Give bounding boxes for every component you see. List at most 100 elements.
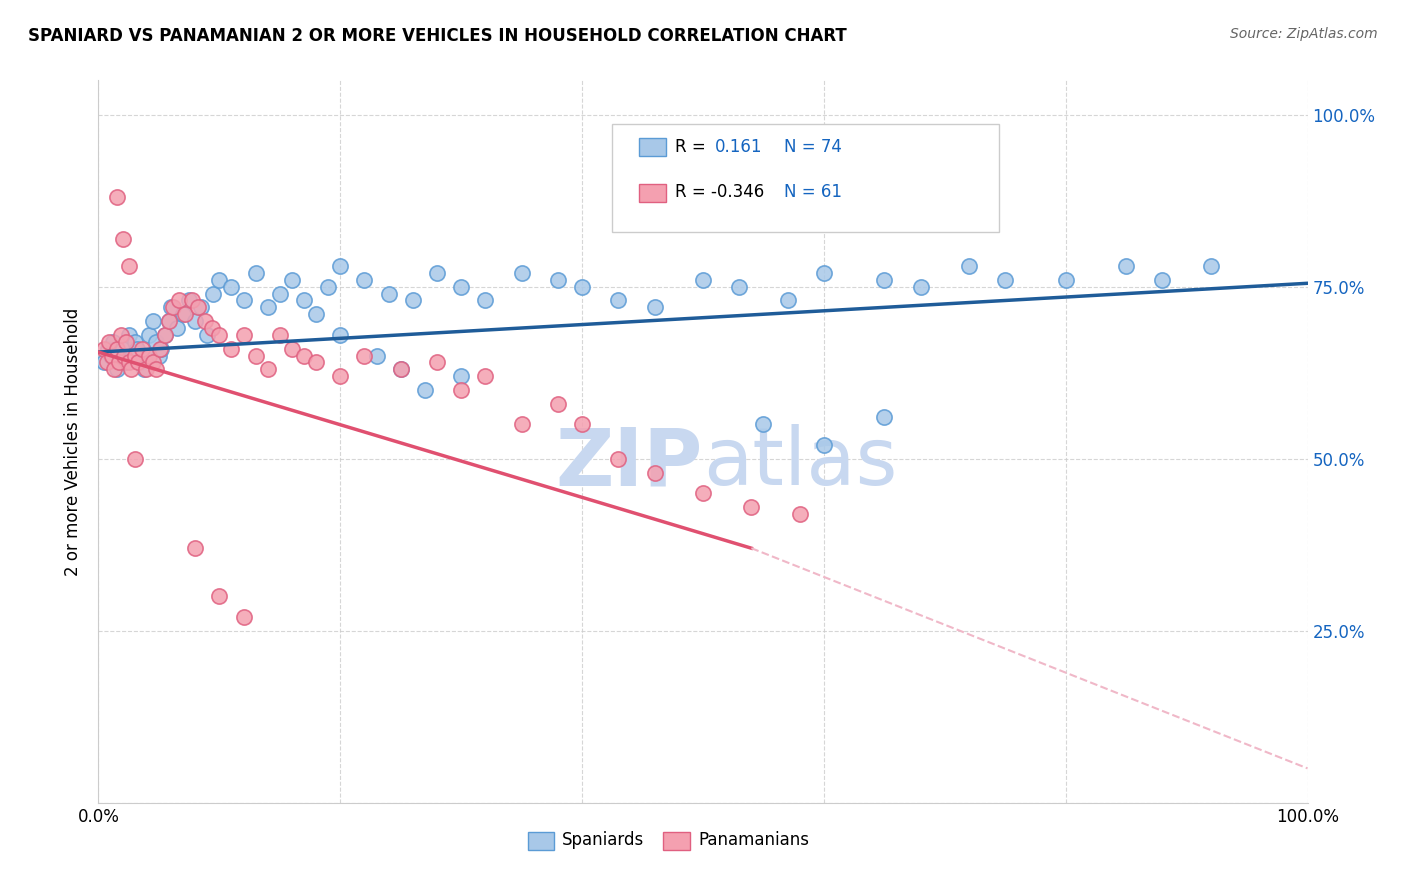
Point bbox=[187, 301, 209, 315]
Point bbox=[162, 301, 184, 315]
Point bbox=[124, 334, 146, 349]
Point bbox=[172, 307, 194, 321]
Text: N = 61: N = 61 bbox=[785, 183, 842, 202]
Point bbox=[118, 327, 141, 342]
Point bbox=[644, 466, 666, 480]
Point bbox=[789, 507, 811, 521]
Point bbox=[138, 349, 160, 363]
Point bbox=[450, 279, 472, 293]
Point bbox=[131, 342, 153, 356]
Point bbox=[1152, 273, 1174, 287]
Point bbox=[157, 314, 180, 328]
Bar bbox=[527, 831, 554, 850]
Point bbox=[166, 321, 188, 335]
Point bbox=[740, 500, 762, 514]
Point bbox=[148, 349, 170, 363]
Point bbox=[103, 362, 125, 376]
Text: R = -0.346: R = -0.346 bbox=[675, 183, 765, 202]
Point bbox=[994, 273, 1017, 287]
Point bbox=[184, 541, 207, 556]
Point bbox=[281, 342, 304, 356]
Point bbox=[111, 231, 134, 245]
Point bbox=[201, 321, 224, 335]
Text: Source: ZipAtlas.com: Source: ZipAtlas.com bbox=[1230, 27, 1378, 41]
Bar bbox=[638, 184, 665, 202]
Point bbox=[180, 293, 202, 308]
Point bbox=[232, 327, 254, 342]
Point bbox=[135, 349, 157, 363]
Point bbox=[112, 349, 135, 363]
Point bbox=[305, 355, 328, 369]
Point bbox=[607, 451, 630, 466]
Point bbox=[1199, 259, 1222, 273]
Point bbox=[450, 383, 472, 397]
Point bbox=[329, 327, 352, 342]
Point bbox=[813, 266, 835, 280]
Point bbox=[145, 362, 167, 376]
Point bbox=[101, 334, 124, 349]
FancyBboxPatch shape bbox=[613, 124, 1000, 232]
Point bbox=[108, 355, 131, 369]
Point bbox=[174, 307, 197, 321]
Point bbox=[124, 349, 146, 363]
Point bbox=[1054, 273, 1077, 287]
Point bbox=[110, 327, 132, 342]
Point bbox=[194, 314, 217, 328]
Point bbox=[127, 355, 149, 369]
Point bbox=[93, 342, 115, 356]
Point bbox=[607, 293, 630, 308]
Point bbox=[153, 327, 176, 342]
Point bbox=[474, 369, 496, 384]
Text: atlas: atlas bbox=[703, 425, 897, 502]
Point bbox=[426, 266, 449, 280]
Point bbox=[813, 438, 835, 452]
Point bbox=[138, 327, 160, 342]
Point bbox=[644, 301, 666, 315]
Point bbox=[547, 273, 569, 287]
Point bbox=[160, 301, 183, 315]
Point bbox=[692, 486, 714, 500]
Point bbox=[129, 355, 152, 369]
Point bbox=[202, 286, 225, 301]
Text: R =: R = bbox=[675, 137, 706, 156]
Point bbox=[195, 327, 218, 342]
Point bbox=[96, 355, 118, 369]
Point bbox=[190, 301, 212, 315]
Point bbox=[208, 590, 231, 604]
Point bbox=[910, 279, 932, 293]
Point bbox=[269, 286, 291, 301]
Text: Panamanians: Panamanians bbox=[699, 831, 810, 849]
Bar bbox=[664, 831, 690, 850]
Point bbox=[305, 307, 328, 321]
Point bbox=[353, 349, 375, 363]
Point bbox=[547, 397, 569, 411]
Bar bbox=[638, 138, 665, 156]
Point bbox=[184, 314, 207, 328]
Point bbox=[957, 259, 980, 273]
Text: SPANIARD VS PANAMANIAN 2 OR MORE VEHICLES IN HOUSEHOLD CORRELATION CHART: SPANIARD VS PANAMANIAN 2 OR MORE VEHICLE… bbox=[28, 27, 846, 45]
Point bbox=[98, 334, 121, 349]
Point bbox=[100, 349, 122, 363]
Point bbox=[281, 273, 304, 287]
Point bbox=[124, 451, 146, 466]
Point bbox=[510, 266, 533, 280]
Point bbox=[571, 417, 593, 432]
Point bbox=[426, 355, 449, 369]
Point bbox=[389, 362, 412, 376]
Point bbox=[1115, 259, 1137, 273]
Point bbox=[134, 362, 156, 376]
Text: Spaniards: Spaniards bbox=[561, 831, 644, 849]
Point bbox=[150, 342, 173, 356]
Point bbox=[105, 190, 128, 204]
Point bbox=[413, 383, 436, 397]
Point bbox=[329, 369, 352, 384]
Point bbox=[389, 362, 412, 376]
Point bbox=[571, 279, 593, 293]
Point bbox=[232, 293, 254, 308]
Point bbox=[692, 273, 714, 287]
Point bbox=[873, 410, 896, 425]
Point bbox=[450, 369, 472, 384]
Point bbox=[245, 266, 267, 280]
Point bbox=[157, 314, 180, 328]
Point bbox=[776, 293, 799, 308]
